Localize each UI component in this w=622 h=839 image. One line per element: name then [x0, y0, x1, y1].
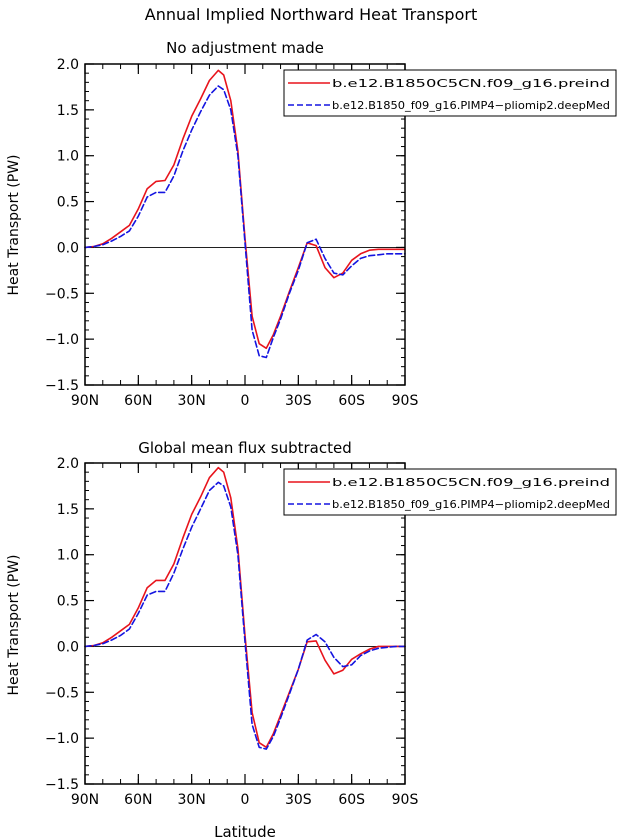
y-tick-label: 0.5: [57, 594, 79, 610]
x-tick-label: 90N: [71, 792, 99, 808]
y-tick-label: −1.0: [45, 332, 79, 348]
x-tick-label: 90S: [392, 393, 419, 409]
x-tick-label: 90S: [392, 792, 419, 808]
x-tick-label: 60N: [124, 393, 152, 409]
legend-box: [283, 468, 617, 516]
y-tick-label: −0.5: [45, 685, 79, 701]
series-line-deepmed: [84, 85, 406, 359]
series-line-deepmed: [84, 481, 406, 750]
x-tick-label: 30S: [285, 792, 312, 808]
legend-label: b.e12.B1850C5CN.f09_g16.preind: [332, 477, 610, 489]
x-tick-label: 90N: [71, 393, 99, 409]
x-tick-label: 0: [241, 792, 250, 808]
y-axis-label: Heat Transport (PW): [6, 154, 22, 295]
y-tick-label: 1.0: [57, 149, 79, 165]
x-tick-label: 0: [241, 393, 250, 409]
x-tick-label: 30N: [178, 393, 206, 409]
y-tick-label: −1.0: [45, 731, 79, 747]
x-tick-label: 60S: [338, 792, 365, 808]
panel-no-adjustment: No adjustment made Heat Transport (PW) 9…: [6, 39, 617, 409]
legend-label: b.e12.B1850C5CN.f09_g16.preind: [332, 78, 610, 90]
figure-title: Annual Implied Northward Heat Transport: [145, 5, 477, 24]
x-tick-label: 60S: [338, 393, 365, 409]
legend-label: b.e12.B1850_f09_g16.PIMP4−pliomip2.deepM…: [332, 499, 610, 511]
x-tick-label: 30S: [285, 393, 312, 409]
y-tick-label: −0.5: [45, 286, 79, 302]
panel-title: No adjustment made: [166, 39, 324, 57]
x-tick-label: 60N: [124, 792, 152, 808]
panel-global-mean-subtracted: Global mean flux subtracted Heat Transpo…: [6, 439, 617, 808]
plot-frame: [84, 462, 406, 785]
y-tick-label: 2.0: [57, 57, 79, 73]
y-tick-label: 2.0: [57, 456, 79, 472]
plot-frame: [84, 63, 406, 386]
legend-label: b.e12.B1850_f09_g16.PIMP4−pliomip2.deepM…: [332, 100, 610, 112]
y-tick-label: 1.5: [57, 103, 79, 119]
y-tick-label: −1.5: [45, 378, 79, 394]
y-axis-label: Heat Transport (PW): [6, 554, 22, 695]
y-tick-label: 0.0: [57, 240, 79, 256]
series-line-preind: [84, 466, 406, 749]
panel-title: Global mean flux subtracted: [138, 439, 352, 457]
x-tick-label: 30N: [178, 792, 206, 808]
y-tick-label: 1.0: [57, 548, 79, 564]
y-tick-label: 1.5: [57, 502, 79, 518]
x-axis-label: Latitude: [214, 823, 276, 839]
y-tick-label: −1.5: [45, 777, 79, 793]
y-tick-label: 0.0: [57, 639, 79, 655]
y-tick-label: 0.5: [57, 195, 79, 211]
legend-box: [283, 69, 617, 117]
